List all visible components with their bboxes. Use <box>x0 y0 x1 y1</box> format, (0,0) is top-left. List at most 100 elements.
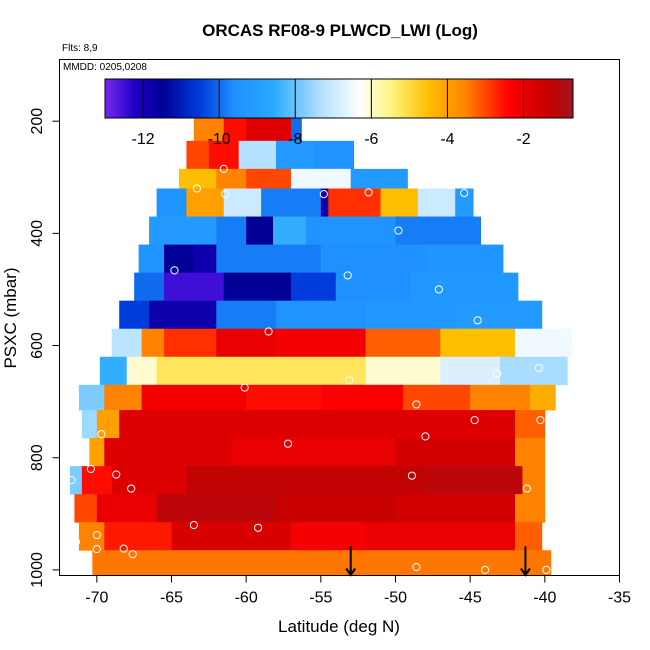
colorbar-step-42 <box>186 79 190 118</box>
heatmap-cell-7-1 <box>149 300 217 330</box>
y-tick-label-3: 800 <box>29 444 46 471</box>
colorbar-step-67 <box>235 79 239 118</box>
x-axis-label: Latitude (deg N) <box>278 617 400 636</box>
colorbar-step-17 <box>138 79 141 118</box>
colorbar-step-163 <box>422 79 426 118</box>
colorbar-step-135 <box>368 79 371 118</box>
colorbar-step-89 <box>278 79 281 118</box>
colorbar-step-62 <box>225 79 229 118</box>
colorbar-step-107 <box>313 79 317 118</box>
colorbar-step-26 <box>155 79 159 118</box>
dates-note: MMDD: 0205,0208 <box>63 62 147 73</box>
colorbar-step-157 <box>411 79 414 118</box>
colorbar-step-5 <box>114 79 118 118</box>
colorbar-step-15 <box>134 79 137 118</box>
heatmap-cell-6-1 <box>164 272 225 302</box>
heatmap-cell-8-2 <box>164 328 217 358</box>
heatmap-cell-2-2 <box>246 168 292 189</box>
colorbar-step-1 <box>106 79 110 118</box>
heatmap-cell-4-3 <box>273 216 307 245</box>
x-tick-label-5: -45 <box>459 590 482 607</box>
colorbar-step-166 <box>428 79 432 118</box>
heatmap-cell-2-3 <box>290 168 352 189</box>
colorbar-step-182 <box>459 79 463 118</box>
colorbar-step-191 <box>477 79 480 118</box>
colorbar-step-64 <box>229 79 233 118</box>
heatmap-cell-3-6 <box>380 188 419 217</box>
sample-marker-23 <box>97 430 106 439</box>
sample-marker-30 <box>127 484 136 493</box>
colorbar-step-167 <box>430 79 434 118</box>
colorbar-step-198 <box>491 79 494 118</box>
colorbar-step-124 <box>346 79 350 118</box>
colorbar-step-113 <box>325 79 328 118</box>
colorbar-step-131 <box>360 79 363 118</box>
colorbar-step-149 <box>395 79 398 118</box>
sample-marker-13 <box>473 316 482 325</box>
heatmap-cell-7-2 <box>216 300 277 330</box>
colorbar-step-49 <box>200 79 203 118</box>
colorbar-step-187 <box>469 79 473 118</box>
colorbar-step-212 <box>518 79 521 118</box>
colorbar-step-132 <box>362 79 365 118</box>
colorbar-step-152 <box>401 79 404 118</box>
heatmap-cell-0-1 <box>223 112 247 142</box>
colorbar-step-104 <box>307 79 311 118</box>
colorbar-step-232 <box>557 79 560 118</box>
colorbar-step-197 <box>489 79 492 118</box>
colorbar-step-83 <box>266 79 270 118</box>
heatmap-cell-11-0 <box>81 410 98 439</box>
heatmap-cell-10-3 <box>246 384 322 411</box>
colorbar-tick-label-3: -6 <box>364 131 378 148</box>
heatmap-cell-3-1 <box>186 188 225 217</box>
heatmap-cell-15-2 <box>171 522 292 551</box>
colorbar-step-21 <box>145 79 149 118</box>
heatmap-cell-7-3 <box>276 300 367 330</box>
flights-note: Flts: 8,9 <box>62 43 98 54</box>
heatmap-cell-14-4 <box>395 494 516 523</box>
heatmap-cell-12-1 <box>104 438 232 467</box>
colorbar-step-140 <box>378 79 381 118</box>
heatmap-cell-9-5 <box>500 356 568 386</box>
colorbar-step-72 <box>245 79 248 118</box>
colorbar-step-207 <box>508 79 512 118</box>
colorbar-step-81 <box>262 79 266 118</box>
sample-marker-25 <box>283 439 293 448</box>
colorbar-step-94 <box>288 79 291 118</box>
y-axis: 200 400 600 800 1000 <box>29 108 60 588</box>
colorbar-step-111 <box>321 79 324 118</box>
heatmap-cell-10-6 <box>470 384 531 411</box>
sample-marker-19 <box>240 383 249 392</box>
colorbar-step-115 <box>329 79 332 118</box>
colorbar-step-13 <box>130 79 133 118</box>
heatmap-cell-3-2 <box>223 188 262 217</box>
heatmap-cell-4-1 <box>216 216 247 245</box>
colorbar-step-141 <box>379 79 383 118</box>
colorbar-step-225 <box>543 79 547 118</box>
colorbar-step-55 <box>212 79 215 118</box>
colorbar-step-230 <box>553 79 556 118</box>
sample-marker-34 <box>92 531 101 540</box>
heatmap-cell-8-3 <box>216 328 277 358</box>
heatmap-cell-5-4 <box>320 244 426 274</box>
colorbar-step-114 <box>327 79 330 118</box>
colorbar-step-189 <box>473 79 476 118</box>
heatmap-cell-8-7 <box>514 328 573 358</box>
colorbar-step-172 <box>440 79 443 118</box>
heatmap-cell-8-4 <box>276 328 367 358</box>
colorbar-step-179 <box>454 79 457 118</box>
heatmap-cell-4-2 <box>246 216 274 245</box>
colorbar-step-101 <box>301 79 305 118</box>
heatmap-cell-9-0 <box>99 356 128 386</box>
x-tick-label-7: -35 <box>608 590 631 607</box>
colorbar-step-36 <box>175 79 178 118</box>
sample-marker-40 <box>481 565 490 574</box>
colorbar-step-129 <box>356 79 359 118</box>
colorbar-step-146 <box>389 79 393 118</box>
sample-marker-20 <box>412 400 421 409</box>
colorbar-step-221 <box>535 79 539 118</box>
colorbar-step-199 <box>493 79 496 118</box>
sample-marker-26 <box>86 464 95 474</box>
heatmap-cell-8-1 <box>141 328 165 358</box>
colorbar-step-159 <box>415 79 418 118</box>
